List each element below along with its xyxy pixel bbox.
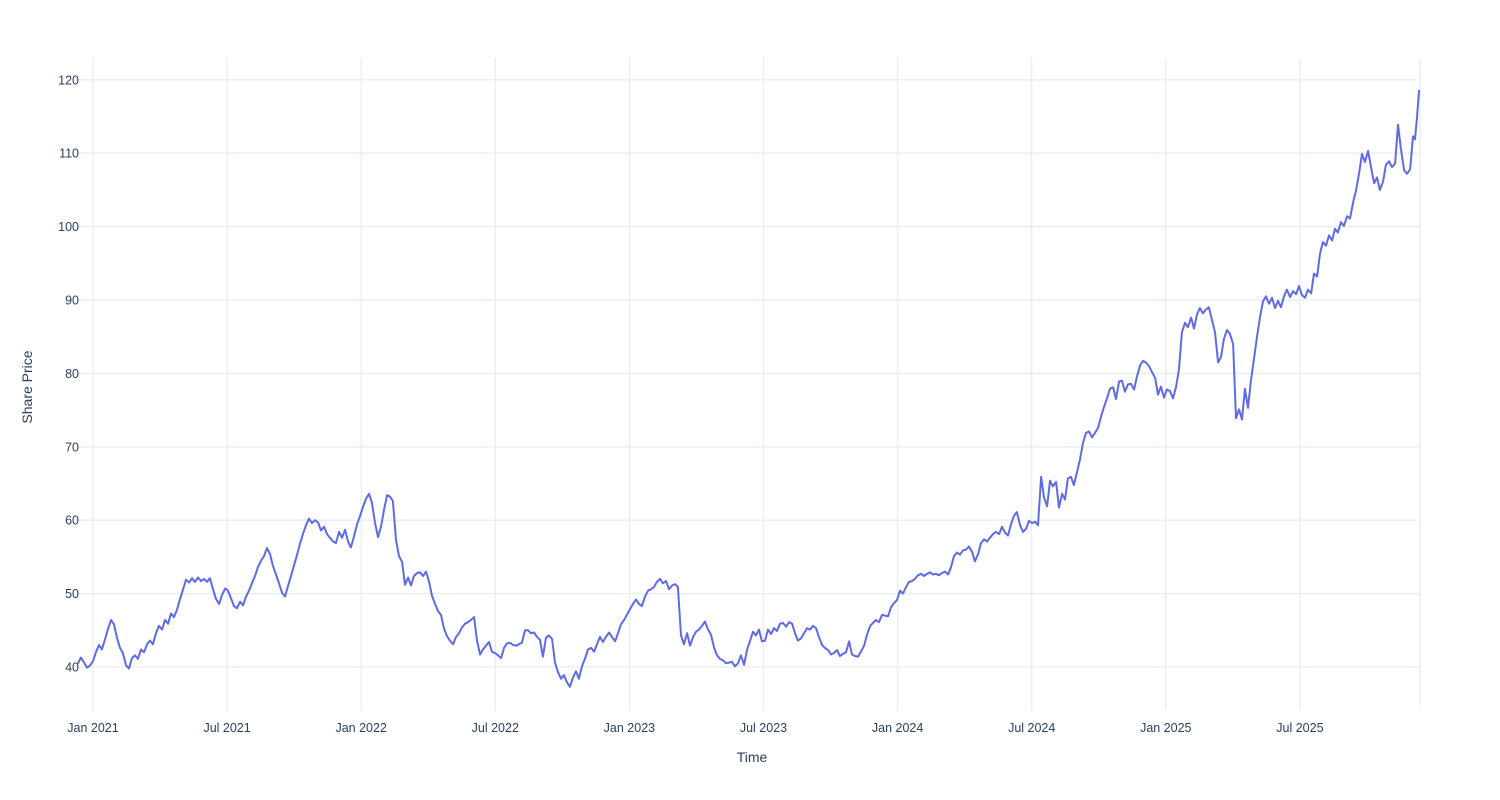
x-tick-label: Jan 2025 [1140, 721, 1191, 735]
y-tick-label: 50 [65, 587, 79, 601]
x-tick-label: Jul 2021 [203, 721, 250, 735]
y-tick-label: 100 [58, 220, 79, 234]
x-tick-label: Jul 2025 [1276, 721, 1323, 735]
x-tick-label: Jul 2024 [1008, 721, 1055, 735]
y-tick-label: 120 [58, 73, 79, 87]
x-tick-label: Jul 2022 [472, 721, 519, 735]
price-line-series [77, 89, 1420, 688]
y-axis-title: Share Price [19, 350, 35, 424]
y-tick-label: 90 [65, 294, 79, 308]
x-tick-label: Jul 2023 [740, 721, 787, 735]
y-tick-label: 80 [65, 367, 79, 381]
y-tick-label: 110 [59, 147, 79, 161]
y-tick-label: 70 [65, 440, 79, 454]
x-tick-label: Jan 2021 [67, 721, 118, 735]
x-tick-label: Jan 2024 [872, 721, 923, 735]
x-tick-label: Jan 2023 [604, 721, 655, 735]
x-axis-title: Time [736, 749, 768, 765]
y-tick-label: 40 [65, 661, 79, 675]
x-tick-label: Jan 2022 [335, 721, 386, 735]
y-tick-label: 60 [65, 514, 79, 528]
